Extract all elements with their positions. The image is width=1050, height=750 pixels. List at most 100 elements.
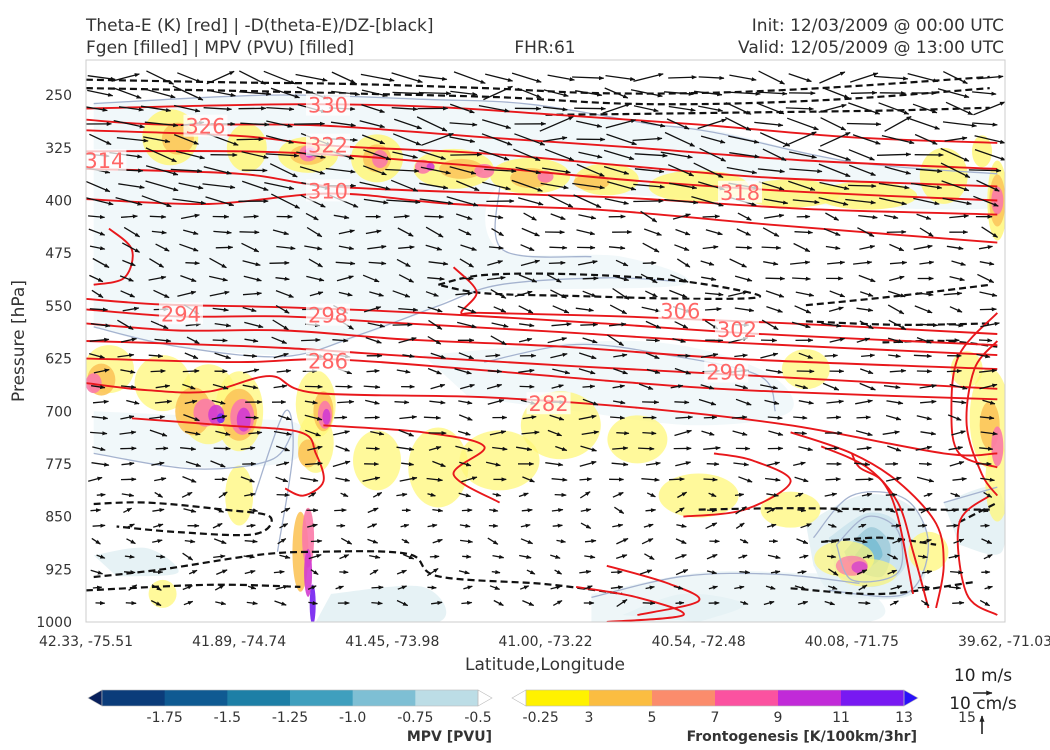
- wind-vector-layer: [86, 70, 1005, 608]
- wind-vector: [427, 492, 436, 497]
- wind-vector: [700, 384, 715, 390]
- wind-vector: [675, 600, 685, 606]
- wind-vector: [676, 523, 687, 528]
- wind-vector: [669, 289, 688, 299]
- vector-key-vertical-label: 10 cm/s: [949, 694, 1017, 714]
- wind-vector: [126, 399, 140, 405]
- fgen-colorbar-label: Frontogenesis [K/100km/3hr]: [687, 729, 917, 745]
- wind-vector: [273, 569, 285, 575]
- wind-vector: [610, 415, 626, 420]
- wind-vector: [642, 242, 660, 253]
- wind-vector: [890, 585, 903, 590]
- wind-vector: [148, 353, 164, 359]
- wind-vector: [124, 554, 135, 559]
- wind-vector: [418, 75, 448, 81]
- stability-contour: [790, 580, 975, 596]
- wind-vector: [306, 226, 323, 238]
- wind-vector: [121, 384, 137, 389]
- theta-e-contour: [790, 431, 945, 609]
- wind-vector: [861, 492, 873, 497]
- wind-vector: [913, 197, 940, 206]
- theta-e-label-bg: [718, 180, 763, 203]
- wind-vector: [210, 460, 226, 468]
- wind-vector: [113, 87, 142, 99]
- wind-vector: [824, 600, 836, 606]
- wind-vector: [858, 214, 878, 220]
- wind-vector: [458, 400, 473, 405]
- wind-vector: [912, 103, 938, 114]
- colorbar-tick-label: 15: [958, 710, 976, 726]
- wind-vector: [392, 133, 422, 146]
- wind-vector: [121, 242, 141, 253]
- wind-vector: [487, 399, 505, 405]
- wind-vector: [641, 477, 660, 482]
- wind-vector: [982, 399, 996, 405]
- theta-e-contour: [86, 322, 998, 371]
- wind-vector: [645, 290, 658, 298]
- wind-vector: [673, 585, 684, 590]
- y-tick-label: 250: [45, 88, 72, 104]
- wind-vector: [578, 352, 597, 360]
- wind-vector: [580, 508, 592, 513]
- wind-vector: [705, 229, 723, 236]
- wind-vector: [401, 538, 410, 544]
- y-tick-label: 625: [45, 352, 72, 368]
- wind-vector: [728, 290, 749, 297]
- wind-vector: [119, 430, 137, 435]
- wind-vector: [916, 213, 932, 220]
- wind-vector: [708, 585, 719, 590]
- wind-vector: [607, 181, 637, 191]
- wind-vector: [640, 120, 666, 128]
- wind-vector: [551, 384, 564, 389]
- wind-vector: [770, 570, 781, 575]
- wind-vector: [578, 368, 596, 375]
- wind-vector: [91, 537, 101, 545]
- wind-vector: [458, 352, 475, 360]
- wind-vector: [861, 353, 876, 358]
- wind-vector: [426, 567, 439, 577]
- fgen-shade: [322, 408, 331, 425]
- wind-vector: [791, 321, 811, 329]
- theta-e-contour: [950, 312, 999, 469]
- wind-vector: [761, 245, 782, 250]
- wind-vector: [511, 72, 542, 83]
- wind-vector: [819, 181, 850, 191]
- wind-vector: [203, 106, 233, 112]
- wind-vector: [919, 538, 932, 544]
- mpv-outline: [835, 515, 904, 583]
- wind-vector: [275, 304, 290, 314]
- wind-vector: [183, 508, 197, 513]
- wind-vector: [765, 276, 786, 281]
- wind-vector: [914, 305, 933, 314]
- valid-time: Valid: 12/05/2009 @ 13:00 UTC: [738, 38, 1004, 58]
- wind-vector: [88, 228, 106, 236]
- wind-vector: [92, 585, 103, 590]
- wind-vector: [858, 523, 867, 528]
- wind-vector: [669, 182, 698, 190]
- wind-vector: [432, 508, 444, 513]
- wind-vector: [542, 106, 568, 112]
- x-tick-label: 41.45, -73.98: [345, 634, 439, 650]
- wind-vector: [143, 136, 171, 144]
- wind-vector: [399, 415, 418, 420]
- wind-vector: [325, 167, 356, 174]
- wind-vector: [394, 400, 410, 405]
- mpv-colorbar: -1.75 -1.5 -1.25 -1.0 -0.75 -0.5 -0.25: [87, 689, 559, 726]
- wind-vector: [156, 554, 166, 559]
- wind-vector: [456, 180, 480, 192]
- wind-vector: [795, 492, 804, 498]
- y-axis-label: Pressure [hPa]: [9, 280, 29, 402]
- wind-vector: [797, 570, 807, 575]
- wind-vector: [212, 383, 229, 390]
- wind-vector: [947, 414, 962, 421]
- wind-vector: [265, 135, 295, 144]
- wind-vector: [920, 431, 937, 436]
- wind-vector: [974, 135, 1005, 144]
- wind-vector: [519, 384, 535, 389]
- wind-vector: [244, 569, 256, 575]
- wind-vector: [243, 275, 262, 282]
- theta-e-label: 310: [308, 179, 348, 203]
- wind-vector: [183, 413, 200, 422]
- wind-vector: [420, 166, 452, 175]
- wind-vector: [766, 507, 777, 514]
